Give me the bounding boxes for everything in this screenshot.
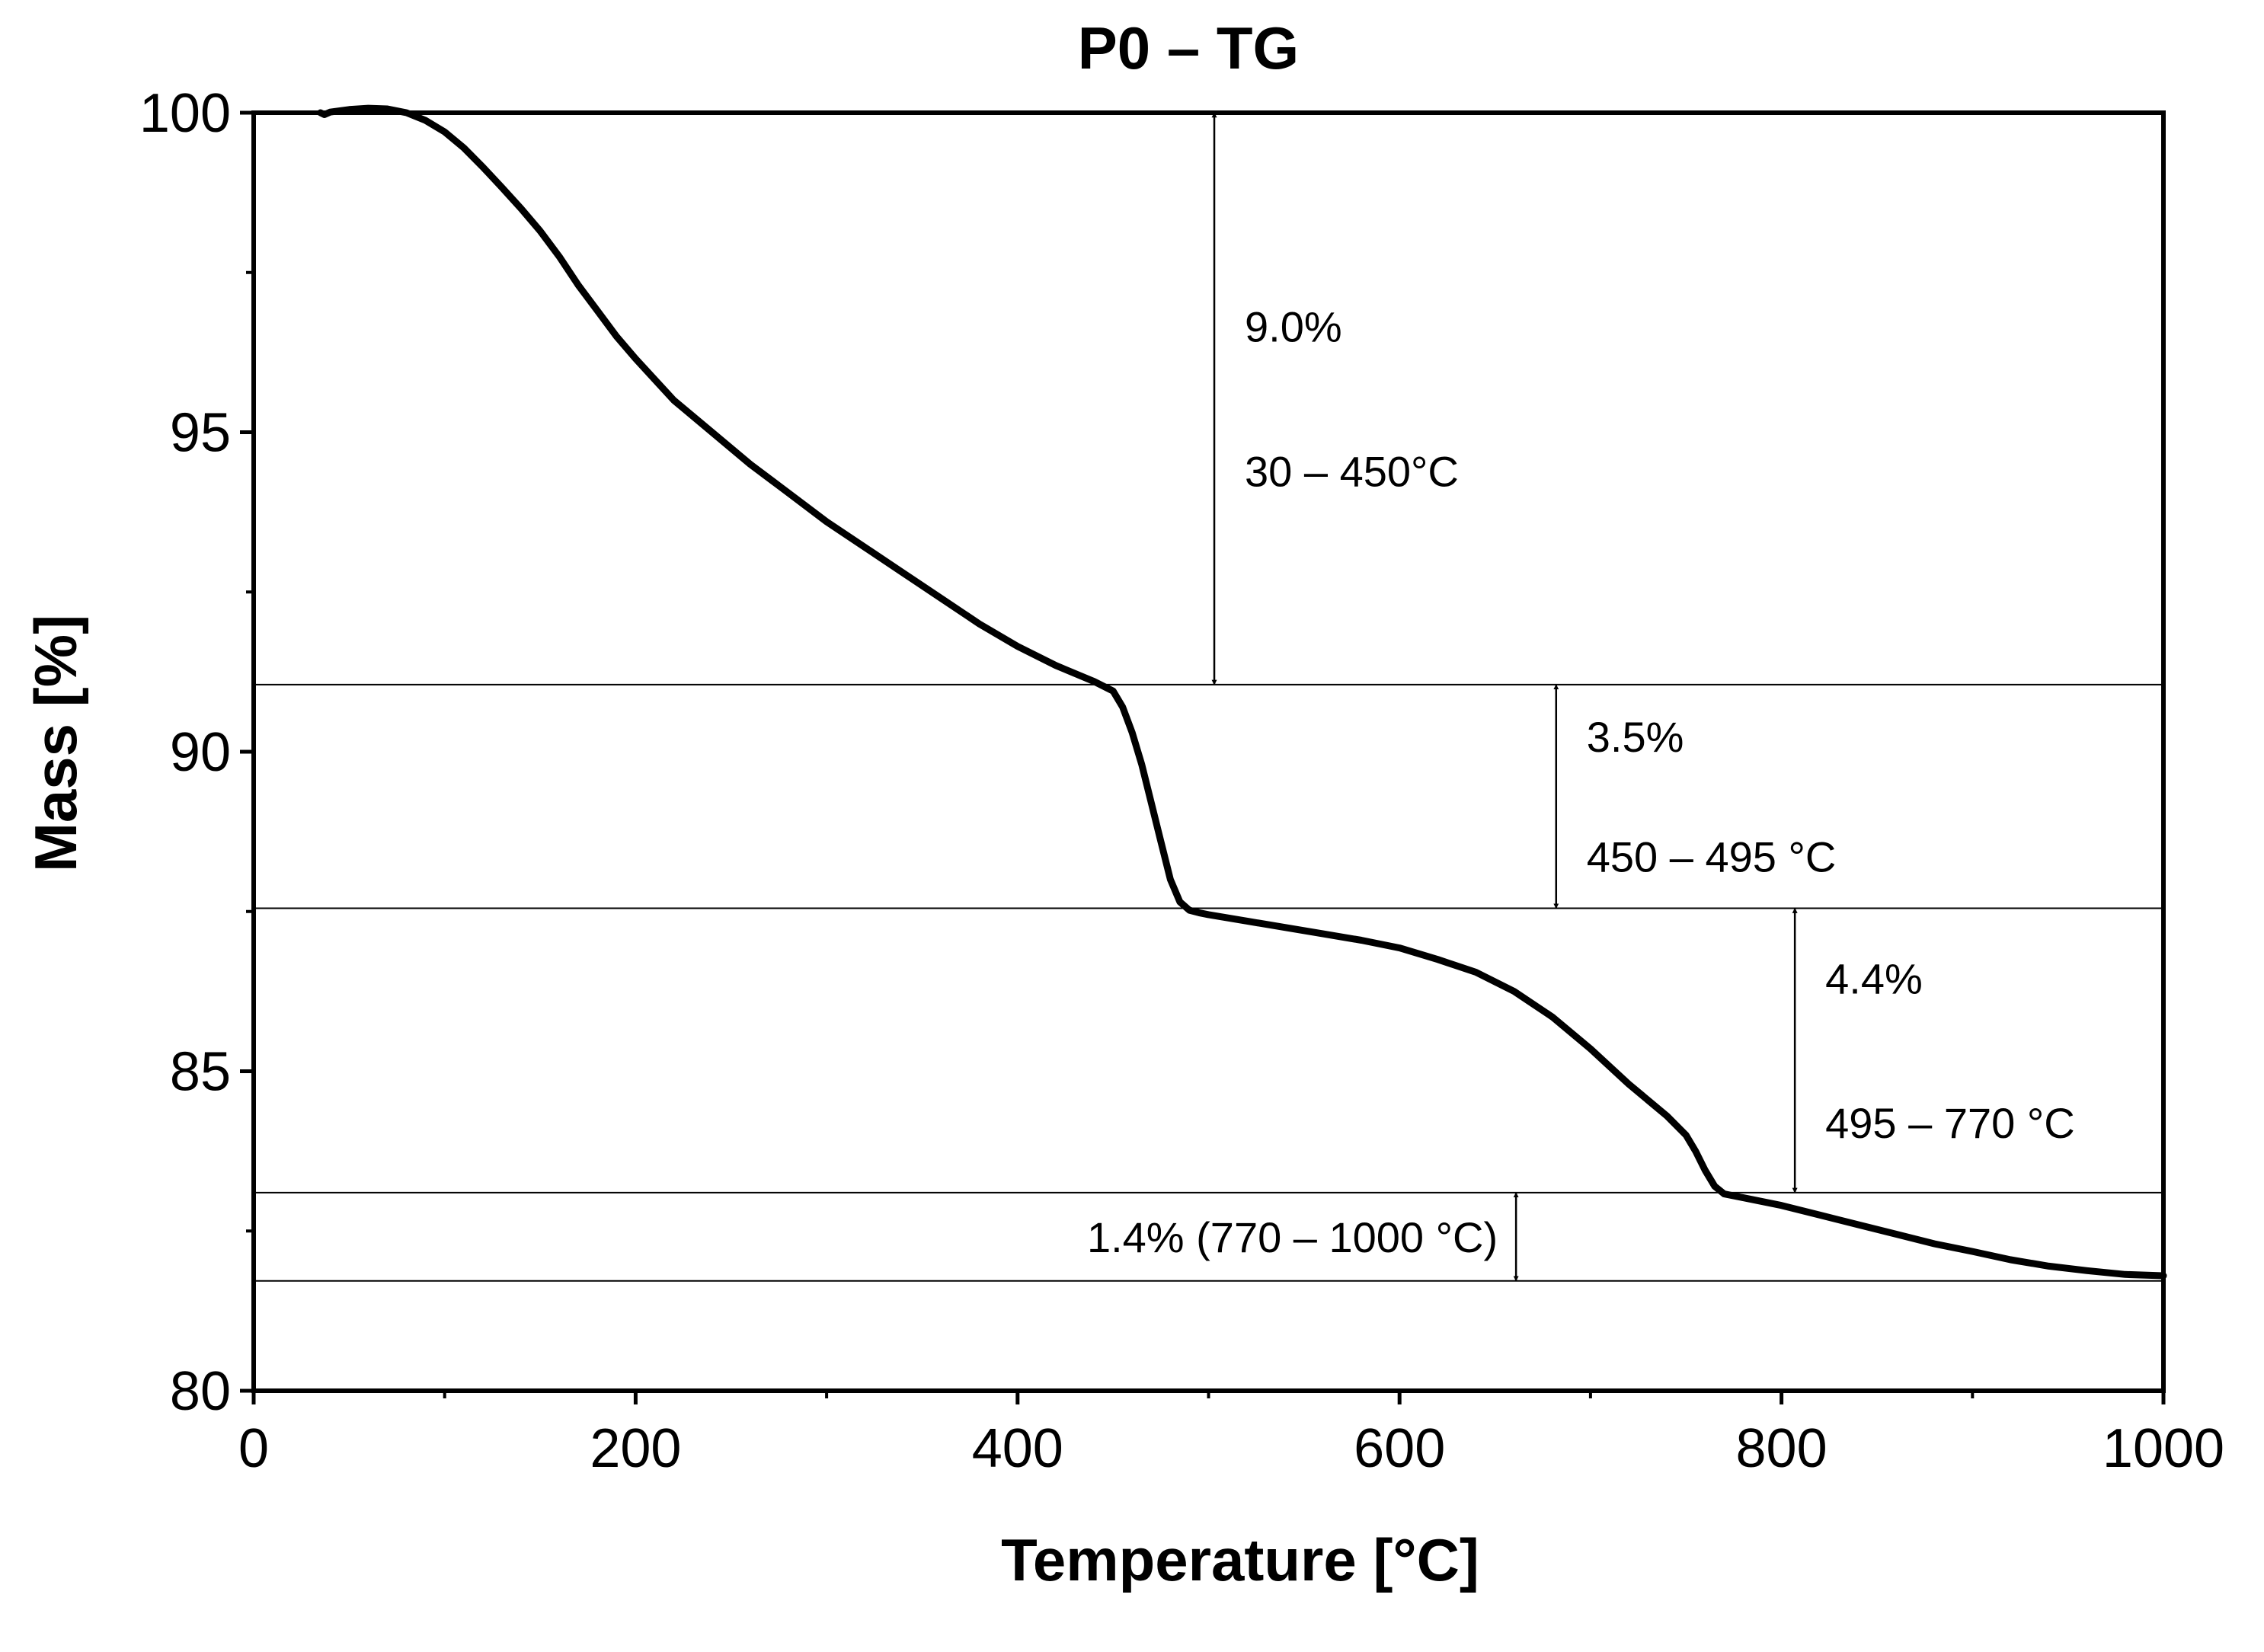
annotation-range-2: 495 – 770 °C xyxy=(1825,1099,2075,1147)
annotations: 9.0% 30 – 450°C 3.5% 450 – 495 °C 4.4% 495 – … xyxy=(1087,112,2075,1282)
x-axis: 0 200 400 600 800 1000 xyxy=(238,1391,2224,1479)
annotation-label-2: 4.4% xyxy=(1825,955,1923,1003)
x-tick-label: 800 xyxy=(1736,1418,1828,1479)
x-tick-label: 400 xyxy=(972,1418,1063,1479)
x-tick-label: 600 xyxy=(1354,1418,1445,1479)
y-axis: 80 85 90 95 100 xyxy=(139,83,254,1422)
x-tick-label: 0 xyxy=(238,1418,269,1479)
y-tick-label: 95 xyxy=(170,403,231,464)
x-axis-label: Temperature [°C] xyxy=(1001,1526,1479,1593)
annotation-3: 1.4% (770 – 1000 °C) xyxy=(1087,1192,1519,1282)
annotation-range-1: 450 – 495 °C xyxy=(1587,832,1837,880)
y-tick-label: 100 xyxy=(139,83,231,144)
annotation-range-0: 30 – 450°C xyxy=(1245,447,1459,495)
annotation-label-3: 1.4% (770 – 1000 °C) xyxy=(1087,1213,1498,1261)
plot-frame xyxy=(251,110,2166,1393)
x-tick-label: 200 xyxy=(590,1418,681,1479)
data-layer xyxy=(317,104,2167,1280)
annotation-label-0: 9.0% xyxy=(1245,302,1342,350)
reference-lines xyxy=(254,683,2163,1282)
annotation-label-1: 3.5% xyxy=(1587,713,1684,761)
y-axis-label: Mass [%] xyxy=(22,615,89,872)
series-line-0 xyxy=(317,104,2167,1280)
x-tick-label: 1000 xyxy=(2103,1418,2224,1479)
y-tick-label: 80 xyxy=(170,1361,231,1422)
annotation-1: 3.5% 450 – 495 °C xyxy=(1553,684,1837,909)
chart-title: P0 – TG xyxy=(1078,14,1299,81)
annotation-2: 4.4% 495 – 770 °C xyxy=(1792,907,2075,1193)
y-tick-label: 90 xyxy=(170,722,231,783)
y-tick-label: 85 xyxy=(170,1042,231,1103)
annotation-0: 9.0% 30 – 450°C xyxy=(1211,112,1459,685)
